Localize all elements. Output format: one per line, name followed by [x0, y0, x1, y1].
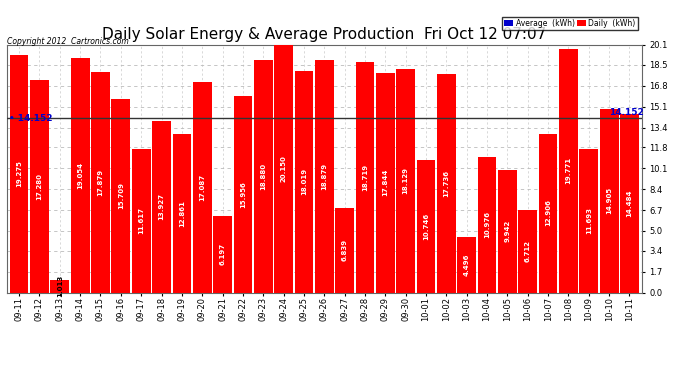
- Bar: [213, 216, 232, 292]
- Bar: [50, 280, 69, 292]
- Text: 18.880: 18.880: [260, 163, 266, 190]
- Bar: [355, 62, 375, 292]
- Bar: [30, 80, 49, 292]
- Bar: [172, 134, 191, 292]
- Bar: [335, 208, 354, 292]
- Bar: [233, 96, 253, 292]
- Bar: [10, 55, 28, 292]
- Text: • 14.152: • 14.152: [9, 114, 52, 123]
- Text: 20.150: 20.150: [281, 155, 286, 182]
- Bar: [295, 70, 313, 292]
- Text: 14.905: 14.905: [606, 187, 612, 214]
- Text: 19.054: 19.054: [77, 162, 83, 189]
- Text: 11.693: 11.693: [586, 207, 592, 234]
- Text: 19.771: 19.771: [565, 157, 571, 184]
- Text: 18.879: 18.879: [322, 163, 327, 190]
- Bar: [71, 58, 90, 292]
- Text: 4.496: 4.496: [464, 254, 470, 276]
- Text: 17.087: 17.087: [199, 174, 205, 201]
- Text: 14.484: 14.484: [627, 190, 633, 217]
- Bar: [152, 121, 171, 292]
- Bar: [396, 69, 415, 292]
- Text: 9.942: 9.942: [504, 220, 511, 242]
- Text: 12.861: 12.861: [179, 200, 185, 227]
- Text: 18.019: 18.019: [301, 168, 307, 195]
- Text: 17.280: 17.280: [37, 172, 43, 200]
- Text: 13.927: 13.927: [159, 193, 164, 220]
- Text: 18.129: 18.129: [403, 167, 408, 194]
- Bar: [274, 44, 293, 292]
- Text: 14.152: 14.152: [609, 108, 644, 117]
- Text: 10.746: 10.746: [423, 213, 429, 240]
- Bar: [600, 109, 618, 292]
- Text: 15.956: 15.956: [240, 181, 246, 208]
- Bar: [193, 82, 212, 292]
- Text: 6.197: 6.197: [219, 243, 226, 266]
- Text: 10.976: 10.976: [484, 211, 490, 238]
- Bar: [437, 74, 455, 292]
- Bar: [539, 134, 558, 292]
- Text: 17.736: 17.736: [444, 170, 449, 197]
- Bar: [457, 237, 476, 292]
- Bar: [112, 99, 130, 292]
- Text: 17.879: 17.879: [97, 169, 104, 196]
- Bar: [498, 170, 517, 292]
- Text: 1.013: 1.013: [57, 275, 63, 297]
- Text: Copyright 2012  Cartronics.com: Copyright 2012 Cartronics.com: [7, 38, 128, 46]
- Text: 6.712: 6.712: [525, 240, 531, 262]
- Title: Daily Solar Energy & Average Production  Fri Oct 12 07:07: Daily Solar Energy & Average Production …: [102, 27, 546, 42]
- Bar: [518, 210, 537, 292]
- Text: 12.906: 12.906: [545, 200, 551, 226]
- Bar: [417, 160, 435, 292]
- Text: 11.617: 11.617: [138, 207, 144, 234]
- Bar: [620, 114, 639, 292]
- Legend: Average  (kWh), Daily  (kWh): Average (kWh), Daily (kWh): [502, 16, 638, 30]
- Text: 19.275: 19.275: [16, 160, 22, 187]
- Bar: [376, 73, 395, 292]
- Bar: [91, 72, 110, 292]
- Text: 6.839: 6.839: [342, 239, 348, 261]
- Text: 15.709: 15.709: [118, 182, 124, 209]
- Bar: [559, 49, 578, 292]
- Bar: [315, 60, 334, 292]
- Text: 18.719: 18.719: [362, 164, 368, 191]
- Bar: [254, 60, 273, 292]
- Bar: [580, 148, 598, 292]
- Text: 17.844: 17.844: [382, 169, 388, 196]
- Bar: [132, 150, 150, 292]
- Bar: [477, 158, 496, 292]
